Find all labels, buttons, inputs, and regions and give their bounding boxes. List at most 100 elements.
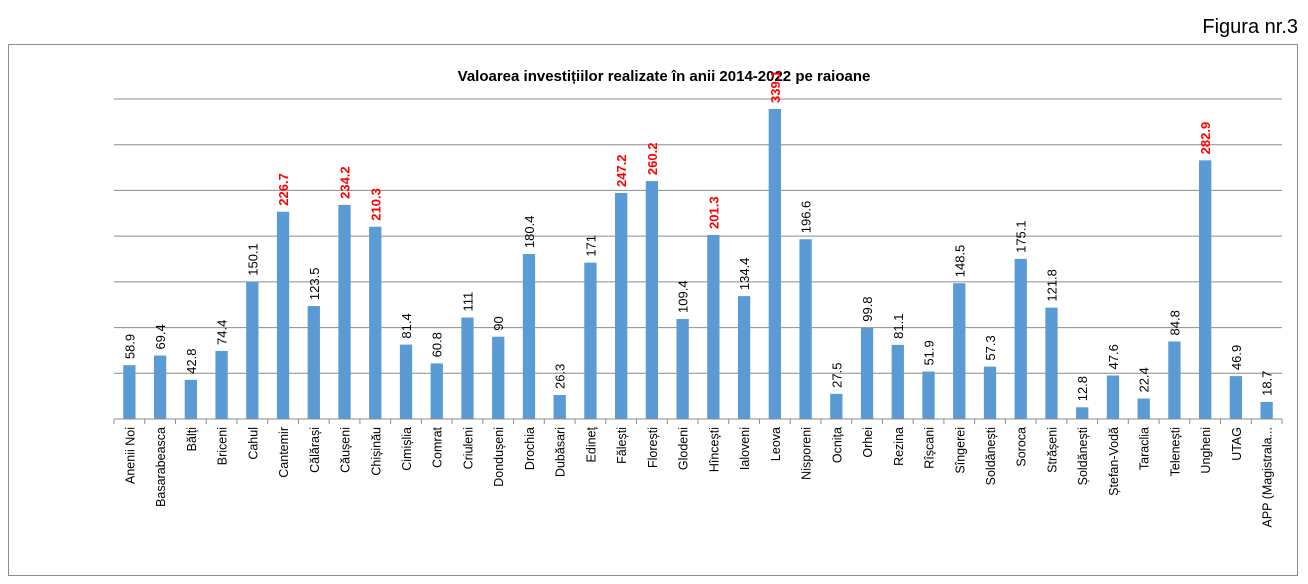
bar (707, 234, 720, 419)
bar (676, 318, 689, 419)
bar (338, 204, 351, 419)
data-label: 180.4 (522, 216, 537, 249)
x-tick-label: Călărași (308, 427, 322, 473)
x-tick-label: Cimișlia (400, 427, 414, 471)
bar (922, 371, 935, 419)
x-tick-label: Strășeni (1045, 427, 1059, 473)
x-tick-label: Cahul (246, 427, 260, 460)
bar (584, 262, 597, 419)
x-tick-label: Briceni (216, 427, 230, 465)
data-label: 69.4 (153, 324, 168, 349)
x-tick-labels: Anenii Noi Basarabeasca Bălți Briceni Cahul C… (123, 426, 1274, 527)
data-label: 47.6 (1106, 344, 1121, 369)
data-label: 226.7 (276, 173, 291, 206)
bar (461, 317, 474, 419)
bar (737, 296, 751, 419)
x-tick-label: Ștefan-Vodă (1107, 427, 1121, 496)
data-label: 46.9 (1229, 345, 1244, 370)
bar (1045, 307, 1058, 419)
x-tick-label: Orhei (861, 427, 875, 458)
bar (953, 283, 966, 419)
bar (553, 394, 566, 419)
data-label: 339.1 (768, 70, 783, 103)
chart-title: Valoarea investițiilor realizate în anii… (458, 68, 871, 85)
x-tick-label: Edineț (584, 426, 598, 462)
data-label: 99.8 (860, 296, 875, 321)
data-label: 51.9 (922, 340, 937, 365)
bar (860, 327, 874, 419)
bar (799, 239, 812, 419)
x-tick-label: Ungheni (1199, 427, 1213, 474)
data-label: 201.3 (706, 196, 721, 229)
x-tick-label: Drochia (523, 427, 537, 470)
bar (1229, 376, 1243, 419)
data-label: 58.9 (122, 334, 137, 359)
data-label: 123.5 (307, 268, 322, 301)
bar (430, 363, 443, 419)
x-tick-label: Nisporeni (800, 427, 814, 480)
data-label: 247.2 (614, 154, 629, 187)
bar (615, 192, 628, 419)
data-label: 60.8 (430, 332, 445, 357)
data-label: 81.1 (891, 314, 906, 339)
x-tick-label: Dondușeni (492, 427, 506, 487)
bar (307, 306, 320, 419)
x-tick-label: Dubăsari (554, 427, 568, 477)
chart-frame (8, 44, 1298, 576)
x-tick-label: Căușeni (339, 427, 353, 473)
bar (645, 181, 659, 419)
data-label: 90 (491, 316, 506, 330)
x-tick-label: Ocnița (830, 427, 844, 463)
data-label: 150.1 (245, 243, 260, 276)
x-tick-label: Fălești (615, 427, 629, 464)
data-label: 74.4 (215, 320, 230, 345)
bar (153, 355, 167, 419)
x-tick-label: Leova (769, 427, 783, 461)
x-tick-label: Ialoveni (738, 427, 752, 470)
bar (369, 226, 382, 419)
bar (891, 344, 904, 419)
x-tick-label: Glodeni (677, 427, 691, 470)
data-label: 196.6 (799, 201, 814, 234)
x-tick-label: Taraclia (1138, 427, 1152, 470)
figure-label: Figura nr.3 (1202, 16, 1298, 38)
bar (522, 254, 536, 419)
bar (184, 379, 197, 419)
x-tick-label: Chișinău (369, 427, 383, 476)
data-label: 134.4 (737, 258, 752, 291)
data-label: 121.8 (1044, 269, 1059, 302)
x-tick-label: Cantemir (277, 427, 291, 478)
data-labels: 58.9 69.4 42.8 74.4 150.1 226.7 123.5 234.2 210.… (122, 70, 1274, 401)
bars (123, 108, 1273, 420)
x-tick-label: Rezina (892, 427, 906, 466)
data-label: 282.9 (1198, 122, 1213, 155)
bar (276, 211, 290, 419)
data-label: 109.4 (676, 280, 691, 313)
bar (768, 108, 781, 420)
x-tick-label: Soroca (1015, 427, 1029, 467)
x-tick-label: Hîncești (707, 427, 721, 472)
x-tick-label: APP (Magistrala... (1261, 427, 1275, 528)
bar (215, 350, 228, 419)
x-tick-label: Criuleni (461, 427, 475, 469)
data-label: 18.7 (1260, 371, 1275, 396)
data-label: 111 (460, 292, 475, 312)
data-label: 175.1 (1014, 220, 1029, 253)
x-tick-label: Șoldănești (1076, 427, 1090, 485)
data-label: 42.8 (184, 349, 199, 374)
bar (830, 393, 843, 419)
data-label: 148.5 (952, 245, 967, 278)
x-tick-label: Sîngerei (953, 427, 967, 474)
x-tick-label: UTAG (1230, 427, 1244, 461)
data-label: 234.2 (338, 166, 353, 199)
data-label: 210.3 (368, 188, 383, 221)
data-label: 57.3 (983, 335, 998, 360)
bar (492, 336, 505, 419)
bar (123, 365, 136, 419)
bar (399, 344, 413, 419)
bar (1014, 258, 1027, 419)
bar (1260, 401, 1273, 419)
data-label: 260.2 (645, 143, 660, 176)
data-label: 171 (583, 235, 598, 257)
